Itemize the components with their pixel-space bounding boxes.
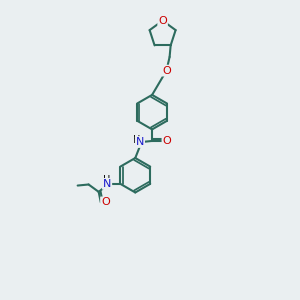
- Text: O: O: [163, 136, 171, 146]
- Text: O: O: [158, 16, 167, 26]
- Text: O: O: [101, 197, 110, 207]
- Text: N: N: [136, 137, 144, 147]
- Text: H: H: [133, 135, 140, 145]
- Text: O: O: [162, 66, 171, 76]
- Text: N: N: [103, 179, 111, 189]
- Text: H: H: [103, 175, 111, 185]
